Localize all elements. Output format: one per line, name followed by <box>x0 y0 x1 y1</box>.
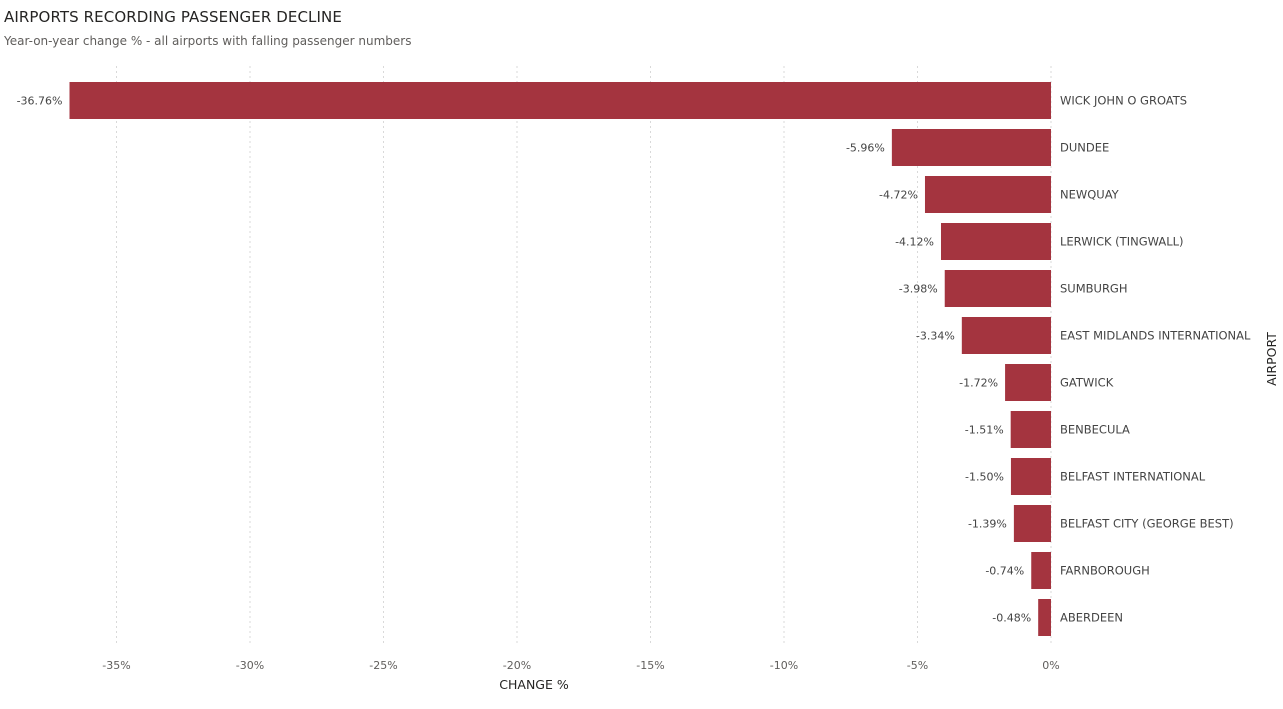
bar[interactable] <box>1031 552 1051 589</box>
x-axis-title: CHANGE % <box>499 677 569 692</box>
category-label: WICK JOHN O GROATS <box>1060 94 1187 108</box>
x-tick-label: -20% <box>503 659 531 672</box>
chart-subtitle: Year-on-year change % - all airports wit… <box>4 34 412 48</box>
category-label: BELFAST INTERNATIONAL <box>1060 470 1206 484</box>
bars <box>69 82 1052 636</box>
x-tick-label: -15% <box>636 659 664 672</box>
category-label: FARNBOROUGH <box>1060 564 1150 578</box>
data-label: -36.76% <box>17 95 63 108</box>
category-label: EAST MIDLANDS INTERNATIONAL <box>1060 329 1251 343</box>
category-label: GATWICK <box>1060 376 1114 390</box>
category-label: ABERDEEN <box>1060 611 1123 625</box>
bar[interactable] <box>1010 411 1051 448</box>
bar[interactable] <box>924 176 1051 213</box>
data-label: -1.50% <box>965 471 1004 484</box>
grid-lines <box>116 66 1052 646</box>
x-tick-label: -10% <box>770 659 798 672</box>
data-label: -1.72% <box>959 377 998 390</box>
bar[interactable] <box>1013 505 1051 542</box>
data-label: -5.96% <box>846 142 885 155</box>
data-label: -0.74% <box>985 565 1024 578</box>
bar[interactable] <box>944 270 1051 307</box>
data-label: -3.34% <box>916 330 955 343</box>
x-tick-label: -25% <box>369 659 397 672</box>
x-tick-label: -5% <box>907 659 928 672</box>
data-label: -4.72% <box>879 189 918 202</box>
data-label: -1.51% <box>965 424 1004 437</box>
data-label: -1.39% <box>968 518 1007 531</box>
data-label: -0.48% <box>992 612 1031 625</box>
bar[interactable] <box>891 129 1051 166</box>
x-tick-label: -30% <box>236 659 264 672</box>
bar[interactable] <box>69 82 1052 119</box>
chart-title: AIRPORTS RECORDING PASSENGER DECLINE <box>4 8 342 26</box>
category-labels: WICK JOHN O GROATS DUNDEE NEWQUAY LERWICK (… <box>1060 94 1251 625</box>
x-tick-label: -35% <box>102 659 130 672</box>
y-axis-title: AIRPORT <box>1264 332 1279 386</box>
bar[interactable] <box>940 223 1051 260</box>
category-label: SUMBURGH <box>1060 282 1128 296</box>
bar[interactable] <box>1005 364 1051 401</box>
bar[interactable] <box>961 317 1051 354</box>
bar[interactable] <box>1010 458 1051 495</box>
data-label: -4.12% <box>895 236 934 249</box>
category-label: LERWICK (TINGWALL) <box>1060 235 1184 249</box>
category-label: DUNDEE <box>1060 141 1109 155</box>
x-tick-label: 0% <box>1042 659 1059 672</box>
data-labels: -36.76% -5.96% -4.72% -4.12% -3.98% -3.34% -1.… <box>17 95 1032 625</box>
category-label: BENBECULA <box>1060 423 1130 437</box>
data-label: -3.98% <box>899 283 938 296</box>
x-axis-ticks: -35% -30% -25% -20% -15% -10% -5% 0% <box>102 659 1059 672</box>
category-label: BELFAST CITY (GEORGE BEST) <box>1060 517 1234 531</box>
category-label: NEWQUAY <box>1060 188 1120 202</box>
bar[interactable] <box>1038 599 1051 636</box>
